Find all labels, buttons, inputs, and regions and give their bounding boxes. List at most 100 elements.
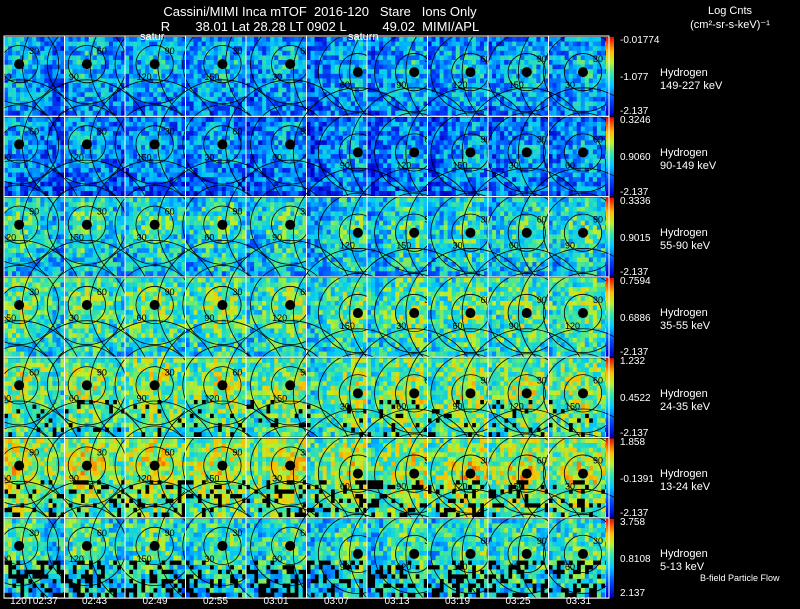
- heatmap-cell: [483, 92, 489, 98]
- heatmap-cell: [278, 190, 283, 196]
- heatmap-cell: [229, 126, 235, 132]
- heatmap-cell: [463, 126, 469, 132]
- heatmap-cell: [133, 121, 138, 127]
- heatmap-cell: [197, 144, 202, 150]
- heatmap-cell: [262, 144, 267, 150]
- heatmap-cell: [209, 83, 215, 88]
- heatmap-cell: [60, 163, 65, 169]
- heatmap-cell: [330, 158, 336, 164]
- heatmap-cell: [488, 92, 493, 98]
- heatmap-cell: [411, 144, 416, 150]
- heatmap-cell: [544, 92, 549, 98]
- heatmap-cell: [512, 172, 517, 178]
- heatmap-cell: [145, 149, 150, 155]
- heatmap-cell: [92, 41, 98, 47]
- heatmap-cell: [217, 110, 223, 116]
- heatmap-cell: [129, 154, 134, 160]
- heatmap-cell: [431, 73, 436, 79]
- heatmap-cell: [274, 190, 279, 196]
- heatmap-cell: [294, 117, 299, 123]
- heatmap-cell: [346, 121, 352, 127]
- heatmap-cell: [48, 131, 53, 137]
- heatmap-cell: [48, 64, 53, 70]
- heatmap-cell: [129, 92, 134, 98]
- heatmap-cell: [483, 172, 489, 178]
- heatmap-cell: [314, 92, 319, 98]
- heatmap-cell: [76, 60, 81, 65]
- heatmap-cell: [298, 41, 303, 47]
- heatmap-cell: [427, 117, 432, 123]
- heatmap-cell: [479, 83, 485, 88]
- heatmap-cell: [544, 37, 549, 42]
- contour-label: 150: [137, 152, 152, 162]
- heatmap-cell: [149, 172, 154, 178]
- heatmap-cell: [483, 131, 489, 137]
- heatmap-cell: [185, 121, 190, 127]
- heatmap-cell: [129, 55, 134, 61]
- heatmap-cell: [76, 46, 81, 52]
- heatmap-cell: [116, 60, 122, 65]
- heatmap-cell: [298, 92, 303, 98]
- heatmap-cell: [205, 163, 210, 169]
- heatmap-cell: [80, 41, 85, 47]
- heatmap-cell: [580, 37, 586, 42]
- heatmap-cell: [362, 96, 368, 102]
- heatmap-cell: [318, 181, 323, 187]
- heatmap-cell: [209, 87, 215, 93]
- heatmap-cell: [399, 186, 404, 192]
- heatmap-cell: [479, 163, 485, 169]
- heatmap-cell: [467, 83, 473, 88]
- heatmap-cell: [439, 121, 444, 127]
- heatmap-cell: [306, 41, 311, 47]
- heatmap-cell: [350, 64, 356, 70]
- heatmap-cell: [193, 106, 198, 111]
- heatmap-cell: [447, 37, 452, 42]
- heatmap-cell: [544, 64, 549, 70]
- heatmap-cell: [24, 64, 29, 70]
- heatmap-cell: [479, 186, 485, 192]
- heatmap-cell: [532, 50, 537, 56]
- heatmap-cell: [92, 96, 98, 102]
- heatmap-cell: [504, 55, 509, 61]
- heatmap-cell: [318, 158, 323, 164]
- heatmap-cell: [129, 83, 134, 88]
- heatmap-cell: [8, 181, 13, 187]
- heatmap-cell: [314, 87, 319, 93]
- heatmap-cell: [149, 41, 154, 47]
- heatmap-cell: [229, 131, 235, 137]
- heatmap-cell: [125, 41, 130, 47]
- heatmap-cell: [157, 167, 162, 173]
- heatmap-cell: [475, 154, 481, 160]
- heatmap-cell: [80, 144, 85, 150]
- heatmap-cell: [488, 121, 493, 127]
- heatmap-cell: [403, 172, 408, 178]
- heatmap-cell: [76, 154, 81, 160]
- heatmap-cell: [584, 101, 590, 107]
- heatmap-cell: [411, 163, 416, 169]
- heatmap-cell: [524, 117, 529, 123]
- heatmap-cell: [516, 83, 521, 88]
- heatmap-cell: [431, 69, 436, 75]
- heatmap-cell: [572, 92, 578, 98]
- heatmap-cell: [60, 126, 65, 132]
- heatmap-cell: [88, 181, 94, 187]
- heatmap-cell: [254, 117, 259, 123]
- heatmap-cell: [500, 101, 505, 107]
- heatmap-cell: [60, 149, 65, 155]
- heatmap-cell: [209, 101, 215, 107]
- heatmap-cell: [342, 117, 348, 123]
- heatmap-cell: [423, 64, 428, 70]
- heatmap-cell: [213, 163, 219, 169]
- heatmap-cell: [354, 92, 360, 98]
- heatmap-cell: [596, 55, 602, 61]
- heatmap-cell: [92, 131, 98, 137]
- heatmap-cell: [475, 73, 481, 79]
- heatmap-cell: [576, 83, 582, 88]
- heatmap-cell: [346, 55, 352, 61]
- heatmap-cell: [496, 144, 501, 150]
- heatmap-cell: [125, 144, 130, 150]
- heatmap-cell: [395, 50, 400, 56]
- heatmap-cell: [229, 41, 235, 47]
- heatmap-cell: [153, 158, 158, 164]
- heatmap-cell: [346, 126, 352, 132]
